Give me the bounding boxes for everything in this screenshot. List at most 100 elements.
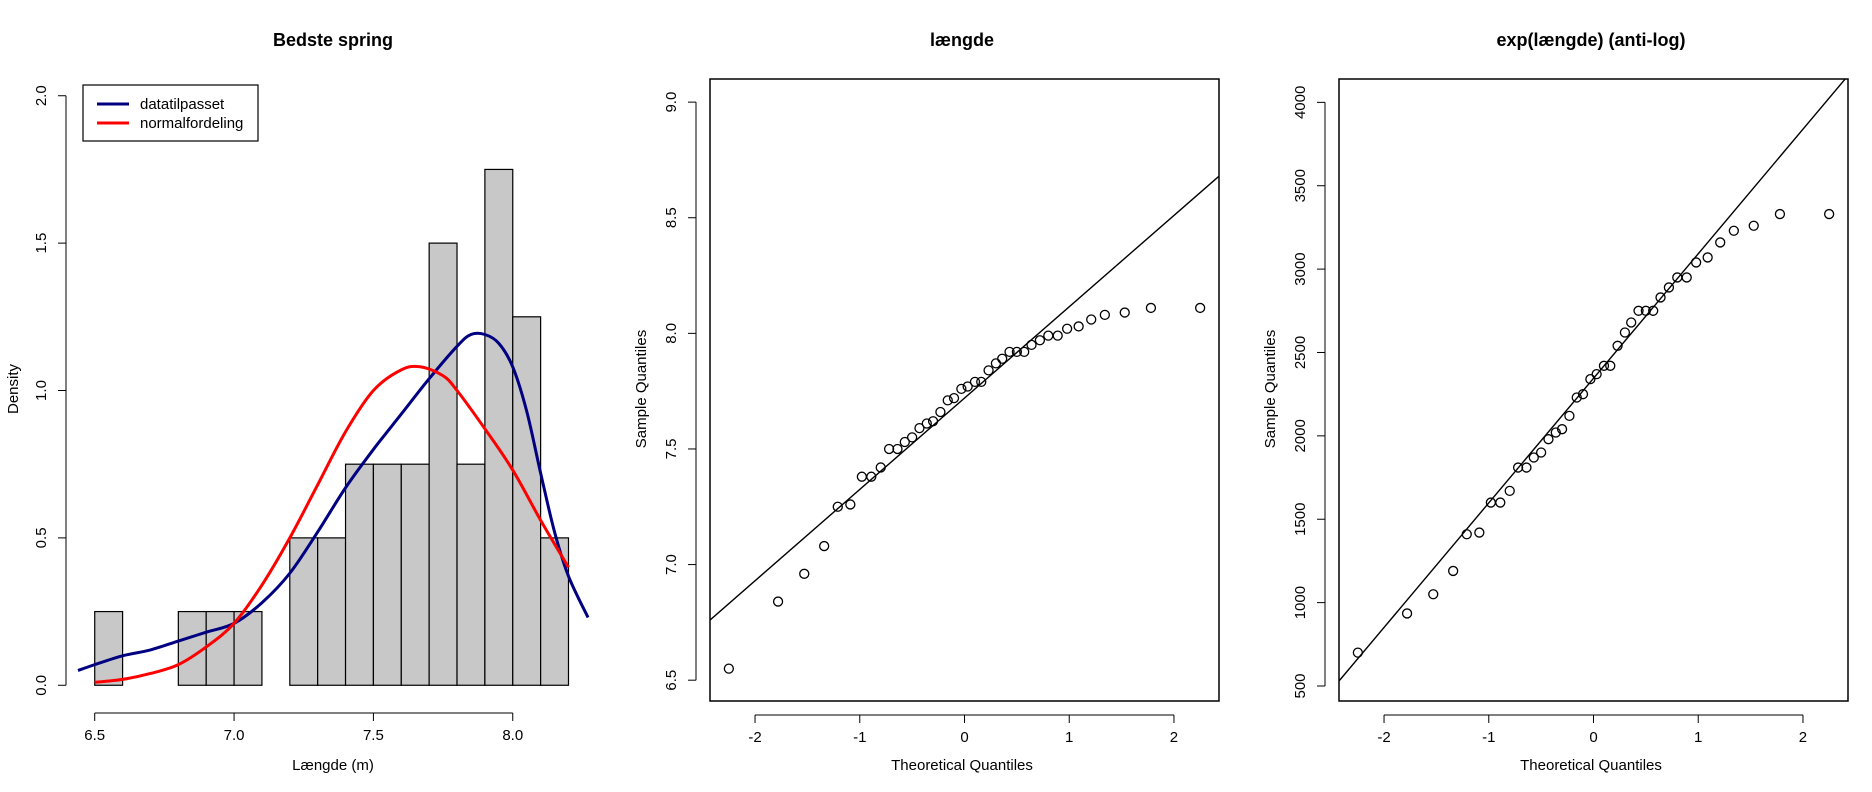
histogram-bar xyxy=(94,610,124,686)
qq-laengde-point xyxy=(1194,302,1206,314)
qq-laengde-point xyxy=(962,381,973,392)
qq-laengde-point xyxy=(1086,314,1097,325)
histogram-y-tick-label-1-0: 1.0 xyxy=(33,380,50,401)
qq-laengde-point xyxy=(819,540,830,552)
qq-laengde-point xyxy=(921,418,932,429)
density-curve-datatilpasset xyxy=(77,331,590,672)
qq-laengde-y-tick-label-6-5: 6.5 xyxy=(663,670,680,691)
qq-antilog-x-tick-label-2: -2 xyxy=(1377,729,1390,746)
qq-laengde-x-tick-label-0: 0 xyxy=(960,729,968,746)
qq-plot-antilog-panel: exp(længde) (anti-log) Theoretical Quant… xyxy=(1262,30,1849,774)
qq-laengde-point xyxy=(832,501,843,512)
qq-antilog-point xyxy=(1504,485,1515,497)
qq-antilog-point xyxy=(1633,305,1644,316)
histogram-bar xyxy=(205,610,235,686)
qq-laengde-point xyxy=(914,423,925,434)
qq-laengde-point xyxy=(845,499,856,510)
qq-antilog-y-tick-label-1500: 1500 xyxy=(1292,503,1309,536)
qq-laengde-x-tick-label-2: 2 xyxy=(1170,729,1178,746)
qq-antilog-point xyxy=(1612,340,1623,351)
qq-antilog-point xyxy=(1619,327,1631,338)
qq-laengde-point xyxy=(866,471,877,482)
qq-antilog-point xyxy=(1528,452,1539,463)
qq-laengde-point xyxy=(997,353,1008,364)
qq-antilog-points xyxy=(1352,208,1835,658)
qq-laengde-point xyxy=(1011,346,1023,357)
qq-laengde-point xyxy=(976,376,987,388)
qq-laengde-y-tick-label-8-0: 8.0 xyxy=(663,323,680,344)
density-curve-normalfordeling xyxy=(94,364,570,684)
qq-laengde-y-tick-label-7-5: 7.5 xyxy=(663,439,680,460)
qq-laengde-title: længde xyxy=(930,30,994,50)
qq-laengde-point xyxy=(956,383,967,394)
qq-laengde-point xyxy=(723,663,735,674)
qq-laengde-point xyxy=(875,462,886,473)
histogram-bars xyxy=(94,168,570,686)
histogram-panel: Bedste spring Længde (m) Density 6.5 7.0 7… xyxy=(5,30,590,774)
qq-laengde-point xyxy=(1004,346,1015,357)
qq-laengde-y-tick-label-7-0: 7.0 xyxy=(663,554,680,575)
qq-laengde-point xyxy=(983,365,994,376)
histogram-bar xyxy=(233,610,263,686)
qq-antilog-point xyxy=(1823,208,1835,220)
qq-antilog-y-tick-label-3500: 3500 xyxy=(1292,169,1309,202)
qq-laengde-point xyxy=(1073,321,1084,332)
qq-antilog-plot-frame xyxy=(1338,78,1849,702)
qq-antilog-qq-line xyxy=(1339,79,1847,682)
qq-laengde-point xyxy=(1061,323,1073,334)
qq-laengde-points xyxy=(723,302,1206,674)
qq-antilog-point xyxy=(1521,462,1532,473)
qq-antilog-point xyxy=(1577,389,1589,400)
qq-antilog-x-axis-label: Theoretical Quantiles xyxy=(1520,757,1662,774)
qq-antilog-point xyxy=(1702,252,1713,263)
qq-laengde-point xyxy=(799,568,810,579)
qq-antilog-reference-line xyxy=(1339,79,1847,682)
histogram-y-tick-label-1-5: 1.5 xyxy=(33,233,50,254)
qq-antilog-point xyxy=(1605,360,1616,371)
qq-antilog-y-tick-label-500: 500 xyxy=(1292,673,1309,698)
qq-antilog-y-axis-label: Sample Quantiles xyxy=(1262,330,1279,448)
histogram-bar xyxy=(428,242,458,686)
qq-antilog-y-tick-label-2500: 2500 xyxy=(1292,336,1309,369)
qq-laengde-x-tick-label-1: -1 xyxy=(853,729,866,746)
qq-antilog-y-tick-label-2000: 2000 xyxy=(1292,419,1309,452)
density-curves xyxy=(77,331,590,684)
legend-label-normalfordeling: normalfordeling xyxy=(140,115,243,132)
qq-laengde-y-axis-label: Sample Quantiles xyxy=(633,330,650,448)
histogram-legend: datatilpasset normalfordeling xyxy=(82,84,259,142)
qq-laengde-point xyxy=(1145,302,1157,314)
qq-laengde-x-tick-label-2: -2 xyxy=(748,729,761,746)
qq-antilog-point xyxy=(1543,434,1554,445)
qq-laengde-point xyxy=(1034,335,1046,346)
qq-antilog-point xyxy=(1681,272,1692,283)
qq-antilog-x-tick-label-1: 1 xyxy=(1694,729,1702,746)
qq-antilog-point xyxy=(1401,608,1413,619)
qq-laengde-point xyxy=(1019,346,1030,357)
histogram-bar xyxy=(484,168,514,686)
qq-laengde-plot-frame xyxy=(709,78,1220,702)
qq-antilog-point xyxy=(1428,589,1439,600)
qq-antilog-point xyxy=(1728,225,1739,236)
qq-laengde-point xyxy=(927,416,939,427)
qq-laengde-y-tick-label-9-0: 9.0 xyxy=(663,92,680,113)
qq-antilog-point xyxy=(1550,427,1561,438)
qq-antilog-x-tick-label-0: 0 xyxy=(1589,729,1597,746)
qq-laengde-point xyxy=(942,395,953,406)
qq-antilog-point xyxy=(1774,208,1786,220)
qq-antilog-point xyxy=(1585,374,1596,385)
histogram-bar xyxy=(289,537,319,686)
qq-laengde-point xyxy=(1099,309,1110,321)
qq-antilog-point xyxy=(1748,220,1759,231)
histogram-bar xyxy=(456,463,486,686)
qq-antilog-point xyxy=(1564,410,1575,421)
qq-antilog-x-tick-label-1: -1 xyxy=(1482,729,1495,746)
histogram-axes: 6.5 7.0 7.5 8.0 0.0 0.5 1.0 1.5 2.0 xyxy=(33,85,523,744)
qq-antilog-point xyxy=(1598,360,1610,371)
qq-laengde-point xyxy=(1026,339,1037,351)
qq-antilog-point xyxy=(1495,497,1506,508)
qq-antilog-point xyxy=(1571,392,1582,403)
qq-laengde-point xyxy=(948,392,960,404)
qq-antilog-y-tick-label-3000: 3000 xyxy=(1292,252,1309,285)
